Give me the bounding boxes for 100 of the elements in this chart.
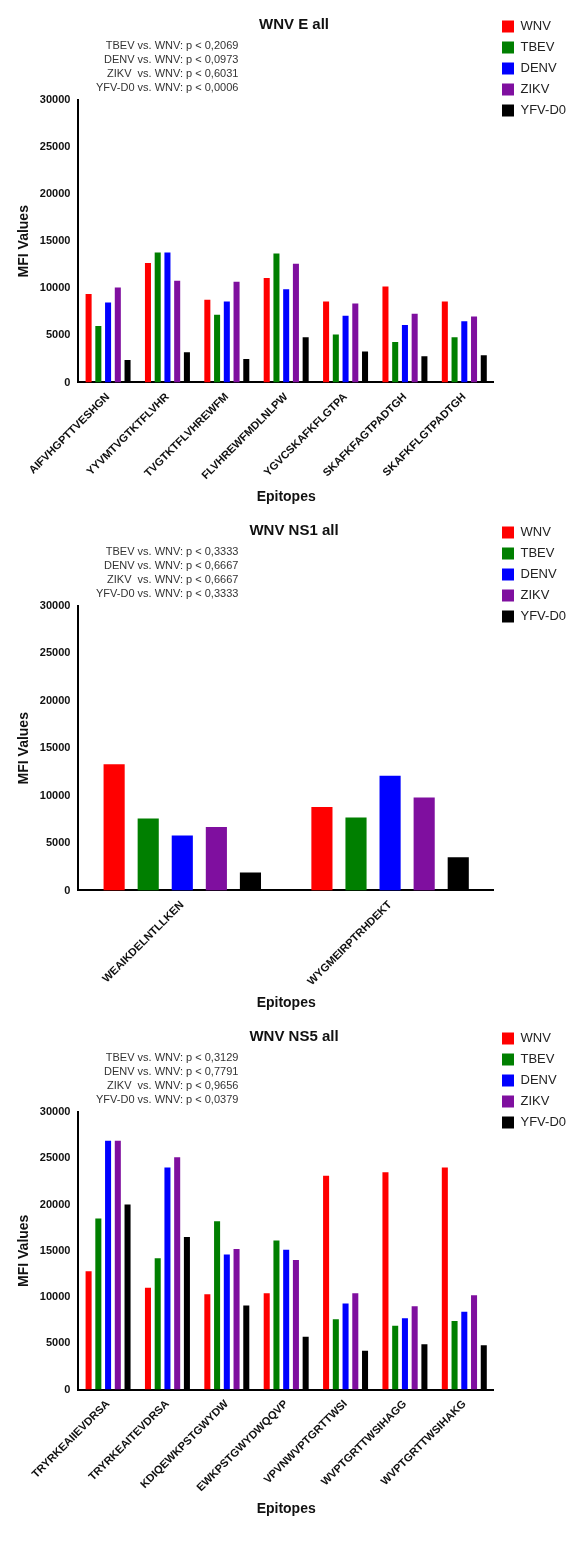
text: DENV vs. WNV: p < 0,7791	[103, 1064, 239, 1077]
y-tick-label: 5000	[45, 836, 71, 849]
bar	[85, 1271, 92, 1390]
chart-title: WNV NS1 all	[249, 521, 339, 539]
bar	[223, 301, 230, 383]
bar	[379, 775, 401, 891]
legend-label: WNV	[520, 524, 552, 540]
legend-label: TBEV	[520, 545, 555, 561]
bar	[204, 299, 211, 383]
bar	[174, 280, 181, 383]
text: YFV-D0 vs. WNV: p < 0,3333	[96, 586, 239, 599]
bar	[114, 287, 121, 383]
bar	[411, 313, 418, 383]
y-tick-label: 20000	[39, 693, 71, 706]
bar	[154, 1258, 161, 1390]
x-axis-title: Epitopes	[256, 1500, 316, 1517]
legend-label: ZIKV	[520, 81, 550, 97]
bar	[144, 262, 151, 383]
text: YFV-D0 vs. WNV: p < 0,0006	[96, 80, 239, 93]
text: YFV-D0 vs. WNV: p < 0,0379	[96, 1092, 239, 1105]
y-tick-label: 20000	[39, 1197, 71, 1210]
bar	[263, 277, 270, 383]
y-axis-title: MFI Values	[15, 711, 32, 785]
y-tick-label: 25000	[39, 646, 71, 659]
bar	[233, 1248, 240, 1390]
bar	[205, 826, 227, 891]
y-tick-label: 20000	[39, 187, 71, 200]
bar	[332, 334, 339, 383]
bar	[223, 1254, 230, 1390]
bar	[471, 1295, 478, 1390]
bar	[233, 281, 240, 383]
bar	[382, 286, 389, 383]
bar	[401, 325, 408, 383]
text: TBEV vs. WNV: p < 0,2069	[105, 38, 239, 51]
y-tick-label: 25000	[39, 1151, 71, 1164]
bar	[114, 1140, 121, 1390]
bar	[352, 1293, 359, 1390]
bar	[392, 342, 399, 383]
y-tick-label: 15000	[39, 234, 71, 247]
bar	[441, 301, 448, 383]
bar	[342, 1303, 349, 1390]
text: DENV vs. WNV: p < 0,6667	[103, 558, 239, 571]
bar	[401, 1318, 408, 1390]
bar	[382, 1172, 389, 1390]
y-tick-label: 10000	[39, 1290, 71, 1303]
bar	[451, 1321, 458, 1390]
bar	[352, 303, 359, 383]
legend-label: WNV	[520, 18, 552, 34]
legend-label: DENV	[520, 1072, 557, 1088]
bar	[283, 289, 290, 383]
bar	[85, 293, 92, 383]
bar	[105, 302, 112, 383]
y-axis-title: MFI Values	[15, 204, 32, 278]
y-tick-label: 30000	[39, 599, 71, 612]
legend-label: YFV-D0	[520, 102, 566, 118]
text: DENV vs. WNV: p < 0,0973	[103, 52, 239, 65]
text: TBEV vs. WNV: p < 0,3129	[105, 1050, 239, 1063]
bar	[283, 1249, 290, 1390]
chart-title: WNV NS5 all	[249, 1027, 339, 1045]
bar	[263, 1293, 270, 1390]
y-tick-label: 25000	[39, 140, 71, 153]
text: ZIKV vs. WNV: p < 0,6667	[107, 572, 239, 585]
bar	[105, 1140, 112, 1390]
text: TBEV vs. WNV: p < 0,3333	[105, 544, 239, 557]
bar	[95, 1218, 102, 1390]
bar	[273, 1240, 280, 1390]
bar	[95, 325, 102, 383]
bar	[332, 1319, 339, 1390]
bar	[451, 337, 458, 383]
y-tick-label: 5000	[45, 328, 71, 341]
bar	[292, 263, 299, 383]
bar	[323, 301, 330, 383]
bar	[471, 316, 478, 383]
legend-label: WNV	[520, 1030, 552, 1046]
x-axis-title: Epitopes	[256, 488, 316, 505]
bar	[144, 1287, 151, 1390]
y-tick-label: 15000	[39, 1243, 71, 1256]
y-tick-label: 30000	[39, 1105, 71, 1118]
bar	[154, 252, 161, 383]
bar	[137, 818, 159, 891]
legend-label: YFV-D0	[520, 608, 566, 624]
legend-label: DENV	[520, 566, 557, 582]
y-axis-title: MFI Values	[15, 1214, 32, 1287]
bar	[411, 1306, 418, 1390]
bar	[342, 315, 349, 383]
bar	[214, 1221, 221, 1390]
legend-label: YFV-D0	[520, 1114, 566, 1130]
bar	[292, 1260, 299, 1390]
bar	[461, 1311, 468, 1390]
bar	[311, 807, 333, 891]
legend-label: TBEV	[520, 1051, 555, 1067]
text: ZIKV vs. WNV: p < 0,6031	[107, 66, 239, 79]
bar	[441, 1167, 448, 1390]
legend-label: DENV	[520, 60, 557, 76]
bar	[214, 314, 221, 383]
y-tick-label: 10000	[39, 281, 71, 294]
legend-label: ZIKV	[520, 587, 550, 603]
bar	[204, 1294, 211, 1390]
chart-title: WNV E all	[258, 15, 330, 33]
bar	[345, 817, 367, 891]
